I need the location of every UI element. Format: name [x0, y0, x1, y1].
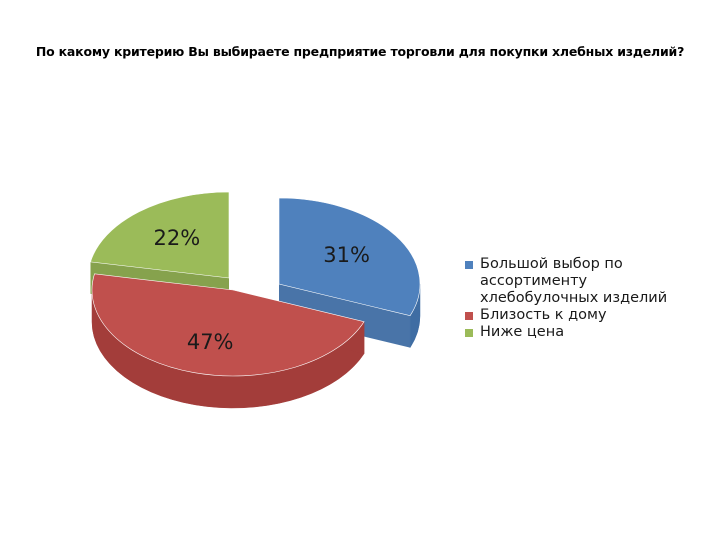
chart-legend: Большой выбор по ассортименту хлебобулоч… — [462, 256, 692, 341]
pie-slice-1 — [91, 273, 365, 377]
pie-slice-label-1: 47% — [187, 330, 234, 354]
legend-label: Близость к дому — [480, 307, 607, 323]
pie-slice-2 — [90, 191, 230, 279]
legend-item: Большой выбор по ассортименту хлебобулоч… — [462, 256, 692, 307]
pie-slice-wall-0-1 — [279, 284, 411, 348]
legend-item: Ниже цена — [462, 324, 692, 341]
pie-labels: 31% 47% 22% — [154, 226, 370, 354]
legend-label: Ниже цена — [480, 324, 565, 340]
legend-swatch — [465, 312, 473, 320]
pie-slice-label-2: 22% — [154, 226, 201, 250]
legend-swatch — [465, 261, 473, 269]
legend-item: Близость к дому — [462, 307, 692, 324]
legend-label: Большой выбор по ассортименту хлебобулоч… — [480, 256, 668, 306]
pie-tops — [90, 191, 421, 377]
chart-title: По какому критерию Вы выбираете предприя… — [35, 44, 685, 59]
pie-slice-0 — [278, 197, 421, 317]
legend-swatch — [465, 329, 473, 337]
pie-slice-label-0: 31% — [323, 243, 370, 267]
